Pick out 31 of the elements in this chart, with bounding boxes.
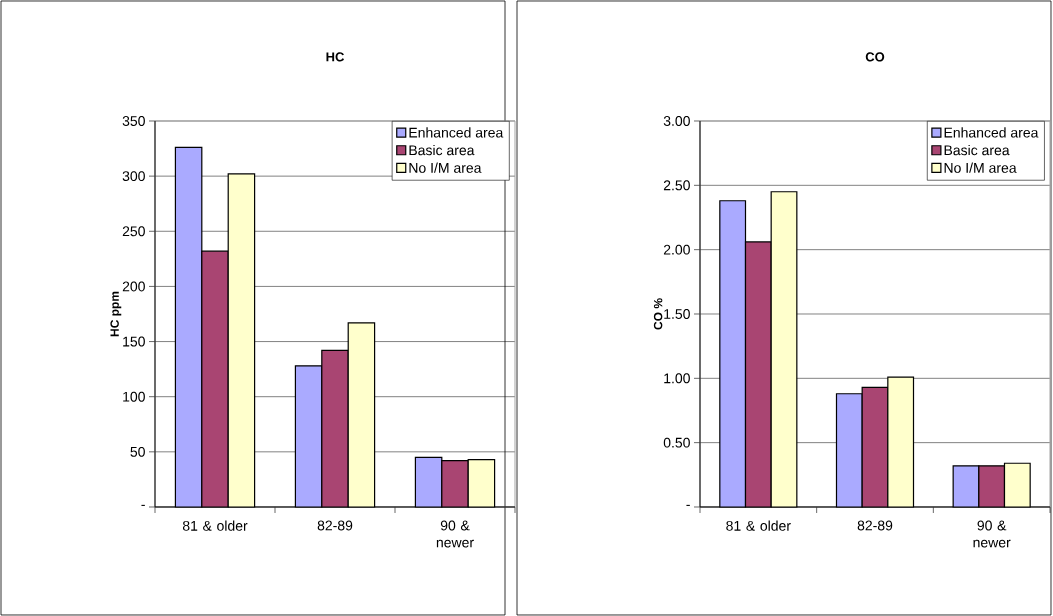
legend-label: No I/M area [409,162,482,173]
y-tick-label: 100 [123,391,145,402]
legend-label: Enhanced area [409,127,504,138]
legend-label: Basic area [409,144,475,156]
x-tick-label: 82-89 [857,520,893,531]
y-tick-label: 200 [122,281,145,292]
x-tick-label: 82-89 [317,520,353,531]
x-tick-label: 90 & newer [973,520,1011,548]
x-tick-label: 90 & newer [436,520,474,548]
x-tick-label: 81 & older [726,520,791,531]
chart-title: CO [865,52,885,62]
legend-label: Basic area [944,144,1010,156]
y-tick-label: 2.00 [663,244,690,255]
y-tick-label: 50 [130,446,145,457]
y-tick-label: 0.50 [663,437,690,448]
legend-label: Enhanced area [944,127,1039,138]
y-tick-label: - [141,504,145,506]
y-tick-label: 1.50 [664,309,690,319]
chart-title: HC [326,52,345,62]
y-tick-label: - [686,504,690,506]
y-tick-label: 3.00 [663,116,690,126]
y-axis-title: CO % [653,298,663,330]
y-tick-label: 350 [122,116,145,126]
y-tick-label: 150 [123,336,145,347]
y-tick-label: 250 [122,226,145,237]
y-axis-title: HC ppm [110,291,122,337]
legend-label: No I/M area [944,162,1017,173]
x-tick-label: 81 & older [182,520,248,531]
y-tick-label: 300 [122,171,145,182]
y-tick-label: 1.00 [664,373,690,384]
y-tick-label: 2.50 [663,180,690,191]
